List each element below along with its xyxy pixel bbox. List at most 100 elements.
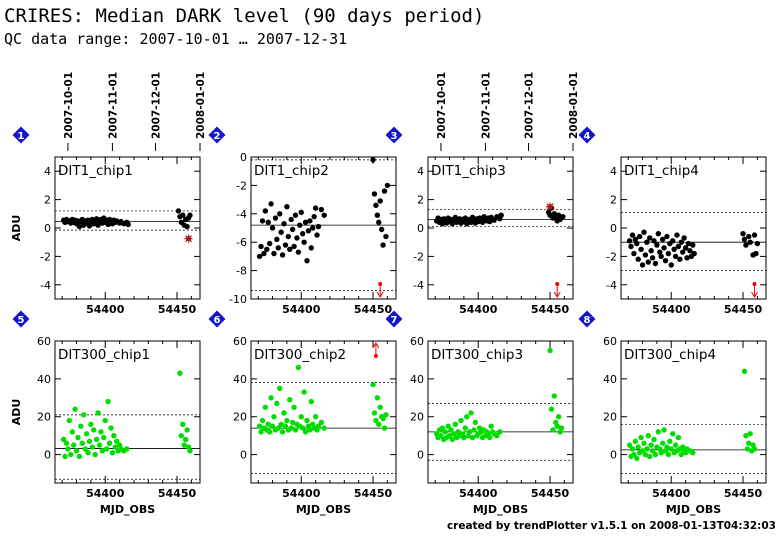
x-tick-label: 54450 [724, 303, 763, 316]
data-point [636, 233, 643, 240]
x-axis-label: MJD_OBS [666, 503, 721, 516]
offscale-arrow [376, 282, 384, 298]
data-point [262, 404, 269, 410]
data-point [321, 212, 327, 218]
data-point [307, 218, 313, 224]
data-point [743, 242, 749, 248]
data-point [70, 442, 77, 448]
data-point [629, 232, 636, 238]
plot-frame [620, 156, 767, 300]
data-point [83, 431, 90, 437]
page-title: CRIRES: Median DARK level (90 days perio… [4, 5, 485, 27]
panel-badge-number: 3 [391, 131, 398, 142]
data-point [664, 444, 670, 450]
data-point [124, 446, 130, 452]
y-tick-label: 40 [603, 373, 617, 386]
data-point [655, 230, 662, 237]
chart-panel-4: 4 -4 -2 0 2 4 54400 54450 DIT1_chip4 [578, 126, 767, 316]
date-tick-label: 2007-11-01 [480, 72, 492, 139]
offscale-arrow-head [376, 291, 384, 298]
data-point [471, 427, 477, 433]
series-label: DIT1_chip2 [254, 163, 329, 179]
y-tick-label: 0 [610, 449, 617, 462]
data-point [175, 208, 182, 214]
data-point [498, 212, 504, 218]
data-point [641, 229, 647, 235]
data-point [448, 427, 454, 433]
data-point [652, 260, 659, 267]
panel-badge [208, 126, 226, 144]
data-point [265, 421, 271, 428]
data-point [652, 451, 659, 458]
data-point [645, 432, 651, 439]
offscale-arrow-head [751, 291, 758, 298]
data-point [446, 432, 453, 439]
x-tick-label: 54400 [282, 303, 321, 316]
data-point [677, 256, 683, 262]
series-label: DIT1_chip3 [431, 163, 506, 179]
date-tick-label: 2007-12-01 [523, 72, 535, 139]
data-point [187, 212, 193, 218]
panel-badge-number: 6 [214, 315, 221, 326]
data-point [292, 427, 299, 433]
data-point [62, 453, 68, 460]
data-point [682, 245, 689, 251]
data-point [374, 395, 381, 401]
data-point [631, 250, 637, 257]
x-tick-label: 54450 [531, 487, 570, 500]
data-point [289, 419, 296, 426]
data-point [669, 238, 676, 244]
offscale-arrow [751, 282, 758, 298]
date-tick-label: 2008-01-01 [195, 72, 207, 139]
data-point [438, 432, 444, 439]
data-point [675, 434, 682, 441]
data-point [371, 410, 378, 416]
data-point [743, 432, 749, 439]
data-point [665, 451, 672, 458]
data-point [671, 246, 677, 252]
data-point [554, 423, 560, 429]
y-tick-label: -4 [40, 279, 51, 292]
data-point [305, 228, 312, 234]
data-point [302, 219, 309, 226]
data-point [184, 223, 190, 230]
data-point [65, 446, 71, 452]
data-point [285, 233, 292, 240]
data-point [301, 389, 307, 395]
x-tick-label: 54450 [354, 487, 393, 500]
offscale-arrow [553, 282, 561, 298]
panel-badge [578, 310, 596, 328]
data-point [125, 221, 131, 228]
data-point [284, 417, 290, 424]
data-point [647, 453, 653, 460]
data-point [277, 385, 283, 392]
y-tick-label: -4 [413, 279, 424, 292]
y-tick-label: 0 [610, 222, 617, 235]
data-point [632, 438, 639, 445]
data-point [472, 419, 479, 426]
data-point [295, 249, 302, 255]
data-point [681, 235, 687, 241]
panel-badge [578, 126, 596, 144]
panel-badge-number: 4 [584, 131, 591, 142]
y-tick-label: 60 [37, 335, 51, 348]
panel-badge-number: 2 [214, 131, 221, 142]
data-point [628, 243, 634, 250]
data-point [178, 432, 185, 439]
x-axis-label: MJD_OBS [100, 503, 155, 516]
x-tick-label: 54400 [652, 487, 691, 500]
plot-frame [427, 156, 574, 300]
data-point [259, 218, 266, 224]
data-point [103, 446, 110, 452]
date-tick-label: 2007-11-01 [107, 72, 119, 139]
data-point [639, 448, 646, 454]
y-tick-label: 0 [417, 449, 424, 462]
data-point [370, 381, 376, 388]
outlier-star [184, 234, 193, 243]
data-point [555, 414, 562, 420]
data-point [449, 436, 456, 443]
y-axis-label: ADU [10, 215, 23, 242]
data-point [105, 398, 111, 405]
data-point [669, 431, 676, 437]
